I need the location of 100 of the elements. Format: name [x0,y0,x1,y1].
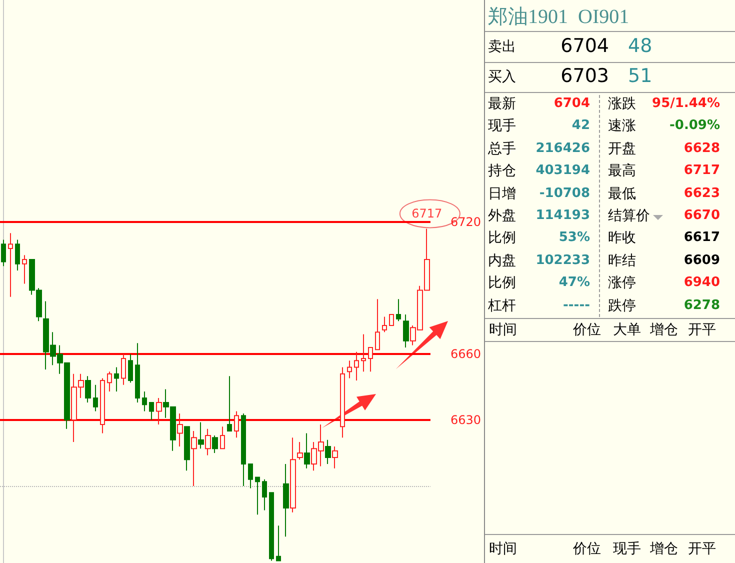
text: 内盘 [488,252,516,270]
candlestick [368,346,373,372]
text: 6609 [684,252,720,268]
text: 42 [572,118,590,134]
candlestick [375,298,380,350]
text: 增仓 [650,540,678,558]
y-tick-label: 6720 [450,215,482,230]
y-tick-label: 6660 [450,347,482,362]
candlestick [156,398,162,425]
candlestick [135,342,140,403]
candlestick [8,232,13,298]
candlestick [262,478,267,511]
candlestick [1,239,6,267]
text: 47% [558,275,590,290]
candlestick [128,354,133,384]
text: 比例 [488,274,516,292]
text: -10708 [539,186,590,201]
candlestick [198,422,204,450]
text: 大单 [613,321,641,339]
candlestick [361,334,366,372]
text: 昨结 [608,252,636,270]
text: 日增 [488,184,516,203]
candlestick [142,390,147,412]
text: 价位 [573,321,601,339]
candlestick [248,464,253,489]
text: 时间 [489,540,517,558]
text: 最低 [608,184,636,203]
text: 6717 [684,163,720,178]
candlestick [212,434,218,454]
text: 比例 [488,229,516,248]
candlestick [220,426,225,450]
candlestick [276,525,281,562]
text: 价位 [573,540,601,558]
text: 跌停 [608,296,636,315]
candlestick [340,366,345,438]
text: 最高 [608,162,636,180]
candlestick [15,239,20,272]
text: 开平 [688,540,716,558]
candlestick [114,366,119,392]
candlestick [93,384,98,412]
text: 6704 [560,35,609,57]
text: 48 [628,35,652,57]
candlestick [255,476,260,516]
text: 昨收 [608,229,636,248]
text: 6623 [684,186,720,201]
text: 现手 [488,117,516,136]
text: 增仓 [650,321,678,339]
candlestick [297,442,303,460]
text: 6278 [684,298,720,313]
text: 403194 [536,163,590,178]
candlestick [149,402,154,421]
text: -0.09% [670,118,720,134]
candlestick [100,378,105,434]
text: 53% [558,230,590,246]
text: 速涨 [608,117,636,136]
text: 外盘 [488,207,516,225]
text: 时间 [489,321,517,339]
text: ----- [563,298,590,313]
candlestick [269,492,274,562]
candlestick [354,351,359,381]
text: 涨停 [608,274,636,292]
text: 最新 [488,95,516,113]
text: 6617 [684,230,720,246]
text: 结算价 [608,207,650,225]
text: 持仓 [488,162,516,180]
candlestick [227,376,232,432]
candlestick [332,446,338,469]
text: 6628 [684,140,720,156]
candlestick [22,254,27,284]
candlestick [191,430,197,487]
text: 郑油1901 OI901 [488,5,630,30]
candlestick [241,412,246,487]
annotation: 6717 [412,206,442,221]
candlestick [177,412,183,447]
candlestick [205,428,211,456]
candlestick [283,464,289,538]
text: 6670 [684,208,720,223]
text: 总手 [488,140,516,158]
text: 114193 [536,208,590,223]
text: 开盘 [608,140,636,158]
text: 6940 [684,275,720,290]
candlestick [184,426,190,472]
text: 51 [628,65,652,87]
text: 杠杆 [488,296,516,315]
candlestick [382,316,387,333]
text: 6703 [560,65,609,87]
candlestick [234,410,239,438]
text: 涨跌 [608,95,636,113]
text: 102233 [536,252,590,268]
candlestick [290,437,296,513]
text: 买入 [488,68,516,86]
candlestick [107,371,112,392]
text: 216426 [536,140,590,156]
text: 卖出 [488,38,516,56]
candlestick [121,354,126,386]
text: 95/1.44% [652,96,720,111]
y-tick-label: 6630 [450,413,482,428]
candlestick [85,376,91,403]
text: 现手 [613,540,641,558]
text: 开平 [688,321,716,339]
